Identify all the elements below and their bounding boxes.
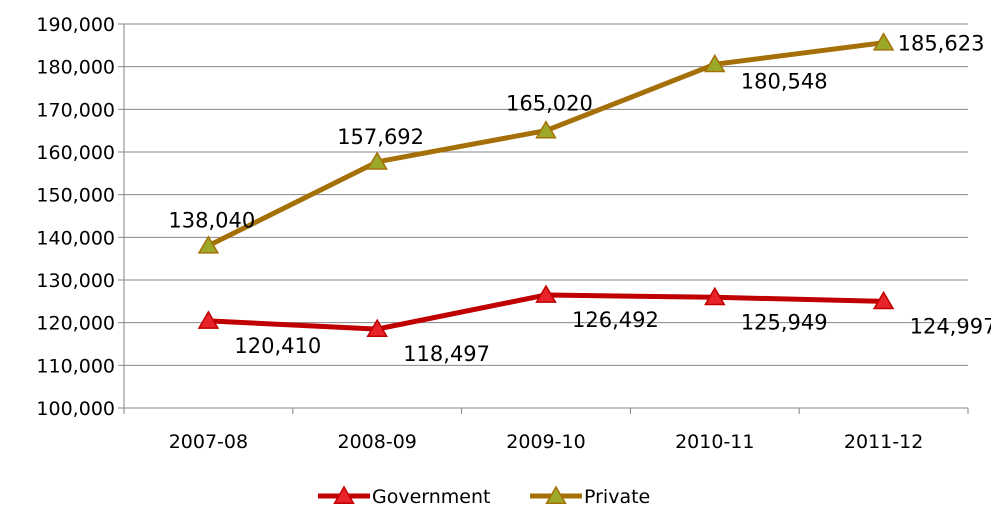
data-point-marker xyxy=(535,120,557,139)
x-tick-label: 2008-09 xyxy=(338,431,417,453)
data-label: 185,623 xyxy=(898,32,985,56)
y-tick-label: 130,000 xyxy=(36,270,115,292)
data-label: 125,949 xyxy=(741,310,828,334)
y-axis-tick-labels: 100,000 110,000 120,000 130,000 140,000 150,0… xyxy=(36,14,115,420)
data-label: 157,692 xyxy=(337,125,424,149)
y-tick-label: 140,000 xyxy=(36,227,115,249)
data-point-marker xyxy=(704,53,726,73)
data-point-marker xyxy=(704,286,726,306)
y-tick-label: 180,000 xyxy=(36,57,115,79)
x-axis-tick-labels: 2007-08 2008-09 2009-10 2010-11 2011-12 xyxy=(169,431,924,453)
data-label: 180,548 xyxy=(741,69,828,93)
x-tick-label: 2009-10 xyxy=(506,431,585,453)
data-labels: 120,410 118,497 126,492 125,949 124,997 138,0… xyxy=(168,32,991,366)
data-point-marker xyxy=(535,284,557,303)
axes xyxy=(118,23,969,414)
data-point-marker xyxy=(197,235,220,254)
data-point-marker xyxy=(366,318,388,338)
y-tick-label: 190,000 xyxy=(36,14,115,36)
data-label: 124,997 xyxy=(910,314,991,338)
series-group xyxy=(197,32,895,338)
data-point-marker xyxy=(872,290,895,310)
data-label: 120,410 xyxy=(234,334,321,358)
data-label: 118,497 xyxy=(403,342,490,366)
legend-marker xyxy=(545,485,567,504)
legend-label-government: Government xyxy=(372,486,491,506)
y-tick-label: 120,000 xyxy=(36,313,115,335)
legend-marker xyxy=(333,485,355,504)
data-label: 165,020 xyxy=(506,92,593,116)
data-label: 138,040 xyxy=(168,209,255,233)
legend: Government Private xyxy=(318,485,650,506)
y-tick-label: 110,000 xyxy=(36,355,115,377)
y-tick-label: 160,000 xyxy=(36,142,115,164)
x-tick-label: 2010-11 xyxy=(675,431,754,453)
data-point-marker xyxy=(872,32,895,51)
x-tick-label: 2007-08 xyxy=(169,431,248,453)
legend-label-private: Private xyxy=(584,486,650,506)
y-tick-label: 170,000 xyxy=(36,99,115,121)
y-tick-label: 100,000 xyxy=(36,398,115,420)
data-point-marker xyxy=(197,310,220,329)
y-tick-label: 150,000 xyxy=(36,185,115,207)
gridlines xyxy=(124,23,968,366)
x-tick-label: 2011-12 xyxy=(844,431,923,453)
data-point-marker xyxy=(366,151,388,170)
data-label: 126,492 xyxy=(572,308,659,332)
